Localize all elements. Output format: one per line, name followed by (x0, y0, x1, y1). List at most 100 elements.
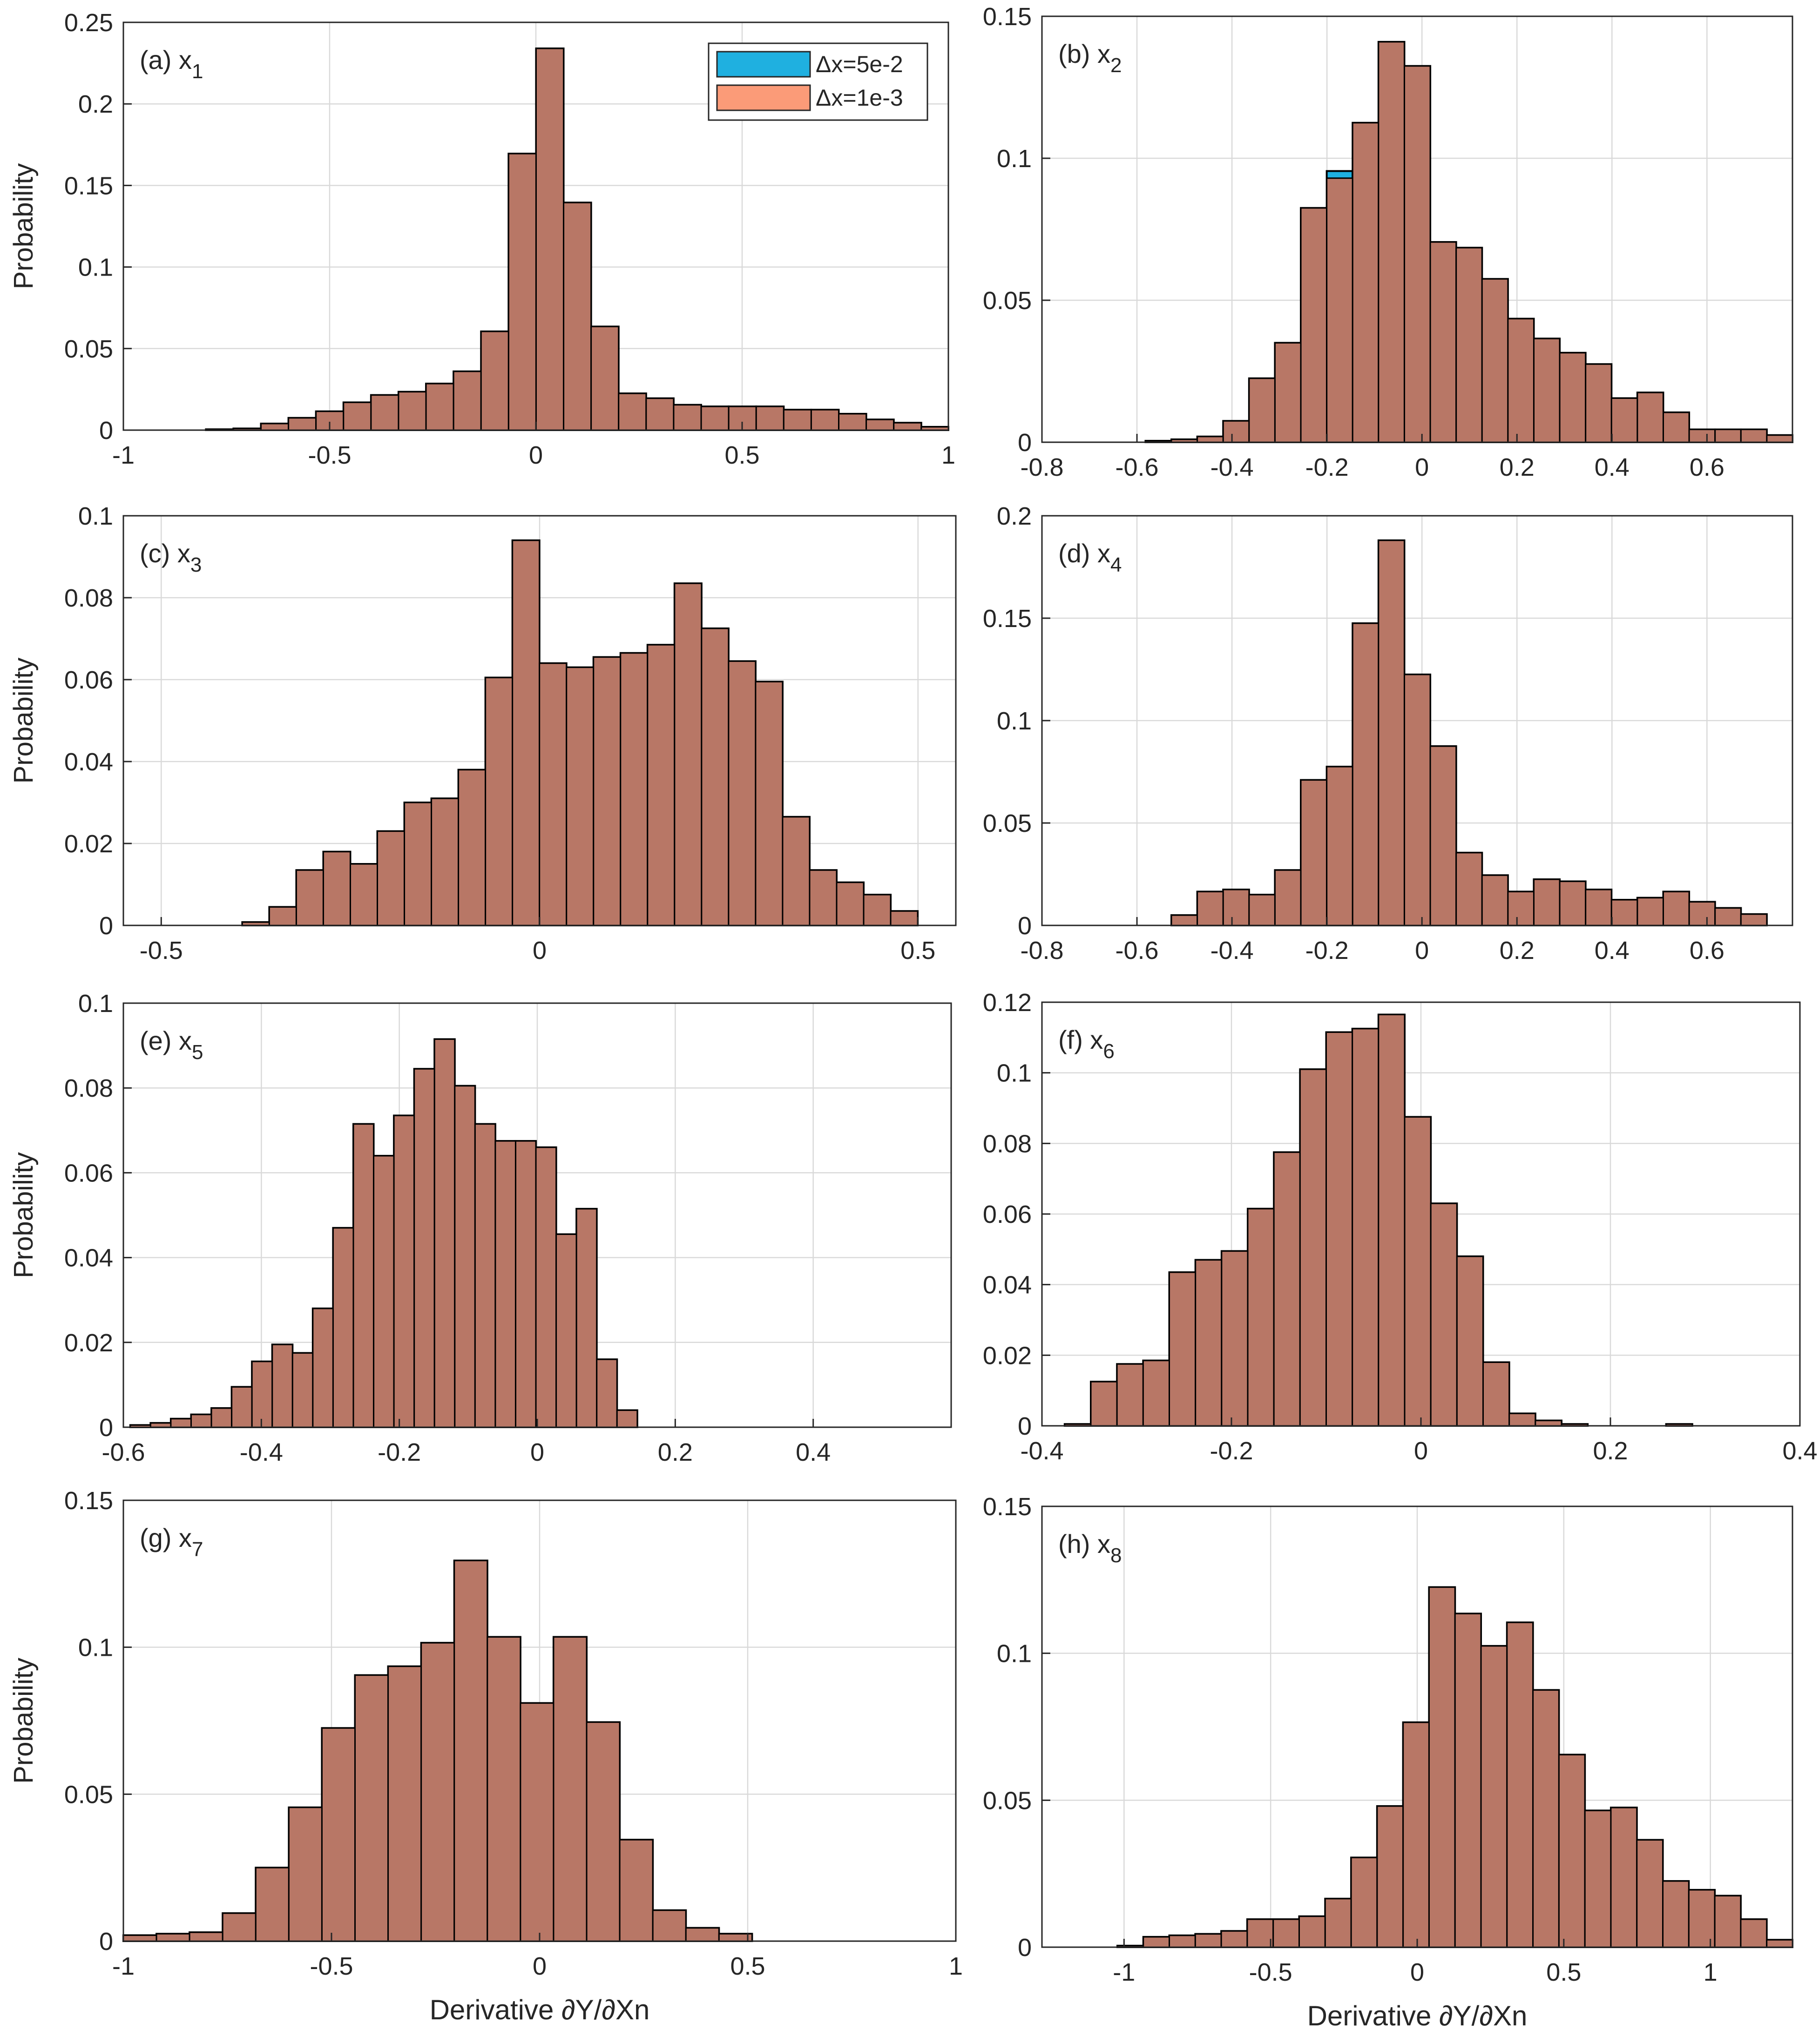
bar-series2 (563, 202, 592, 431)
bar-series2 (480, 331, 509, 431)
axes-box (1041, 15, 1793, 443)
bar-series2 (1324, 1898, 1352, 1948)
bar-series2 (398, 391, 427, 431)
y-tick-label: 0.15 (983, 3, 1032, 31)
bar-series2 (1662, 890, 1690, 926)
x-tick-label: -0.5 (310, 1952, 353, 1980)
bar-series2 (1559, 352, 1587, 443)
x-tick-label: 0.5 (730, 1952, 765, 1980)
bar-series2 (1169, 1271, 1197, 1427)
bar-series2 (1429, 241, 1457, 443)
x-tick-label: -0.2 (1210, 1437, 1253, 1465)
y-tick-label: 0.05 (64, 335, 113, 363)
bar-series2 (1508, 1412, 1536, 1427)
bar-series2 (1714, 429, 1742, 443)
bar-series2 (863, 894, 892, 926)
bar-series2 (425, 383, 454, 431)
y-tick-label: 0.02 (64, 830, 113, 858)
x-tick-label: 0 (1415, 453, 1429, 481)
bar-series2 (271, 1343, 293, 1428)
bar-series2 (1273, 1151, 1301, 1427)
x-tick-label: -0.6 (101, 1438, 145, 1466)
panel-label: (a) x1 (140, 45, 203, 83)
bar-series2 (1636, 897, 1664, 926)
panel-f: -0.4 -0.2 0 0.2 0.4 0 0.02 0.04 0.06 0.08 0.1 0.12 (… (983, 989, 1818, 1465)
bar-series2 (1535, 1420, 1562, 1427)
x-tick-label: 0 (1414, 1437, 1428, 1465)
bar-series2 (539, 662, 568, 926)
y-tick-label: 0.1 (78, 502, 113, 530)
bar-series2 (1558, 1754, 1586, 1948)
bar-series2 (652, 1909, 687, 1942)
y-tick-label: 0.1 (997, 1059, 1032, 1087)
bar-series2 (575, 1208, 598, 1428)
bar-series2 (520, 1702, 554, 1942)
y-tick-label: 0.1 (997, 145, 1032, 173)
x-tick-label: -1 (112, 441, 135, 469)
bar-series2 (1430, 1202, 1458, 1427)
bar-series2 (1378, 540, 1405, 926)
bar-series2 (352, 1123, 375, 1428)
legend: Δx=5e-2 Δx=1e-3 (708, 42, 928, 121)
bar-series2 (1766, 1939, 1793, 1948)
x-tick-label: 0.2 (1500, 937, 1535, 965)
bar-series2 (231, 1386, 253, 1428)
x-tick-label: 0.6 (1690, 453, 1724, 481)
y-tick-label: 0.06 (64, 666, 113, 694)
bar-series2 (555, 1233, 577, 1428)
bar-series2 (893, 422, 922, 431)
bar-series2 (1533, 337, 1561, 443)
y-tick-label: 0.15 (983, 605, 1032, 633)
bar-series2 (647, 644, 676, 926)
bar-series2 (453, 371, 482, 431)
x-tick-label: -0.4 (1210, 937, 1254, 965)
bar-series2 (1300, 779, 1328, 926)
bar-series2 (620, 652, 649, 926)
bar-series2 (1116, 1363, 1144, 1427)
bar-series2 (322, 851, 351, 926)
bar-series2 (890, 910, 919, 926)
bar-series2 (1169, 1935, 1196, 1948)
x-tick-label: 0.2 (1500, 453, 1535, 481)
bar-series2 (349, 863, 379, 926)
x-axis-label: Derivative ∂Y/∂Xn (1307, 2000, 1528, 2031)
bar-series2 (1559, 880, 1587, 926)
y-axis-label: Probability (8, 163, 39, 290)
y-tick-label: 0.15 (64, 172, 113, 200)
bar-series2 (1688, 1889, 1716, 1948)
x-tick-label: -0.4 (1210, 453, 1254, 481)
y-tick-label: 0.05 (64, 1781, 113, 1808)
bar-series2 (553, 1636, 588, 1942)
bar-series2 (838, 413, 867, 431)
y-tick-label: 0.25 (64, 9, 113, 37)
x-tick-label: 0 (529, 441, 543, 469)
y-tick-label: 0.2 (78, 90, 113, 118)
bar-series2 (1584, 1809, 1612, 1948)
bar-series2 (1402, 1721, 1430, 1948)
x-tick-label: 0.4 (1595, 453, 1630, 481)
y-tick-label: 0.02 (983, 1342, 1032, 1369)
bar-series2 (1350, 1856, 1378, 1948)
bar-series2 (1378, 41, 1405, 443)
x-tick-label: 0.6 (1690, 937, 1724, 965)
bar-series2 (755, 681, 784, 926)
bar-series2 (1300, 207, 1328, 443)
bar-series2 (1274, 869, 1302, 926)
bar-series2 (755, 405, 784, 431)
bar-series2 (377, 830, 406, 926)
x-tick-label: 0 (1415, 937, 1429, 965)
bar-series2 (1610, 1807, 1638, 1948)
bar-series2 (255, 1867, 290, 1942)
panel-d: -0.8 -0.6 -0.4 -0.2 0 0.2 0.4 0.6 0 0.05 0.1 0.15 0.… (983, 502, 1793, 965)
x-tick-label: 0.2 (658, 1438, 693, 1466)
bar-series2 (1220, 1930, 1248, 1948)
x-tick-label: 0 (533, 937, 547, 965)
y-axis-label: Probability (8, 658, 39, 784)
bar-series2 (1222, 420, 1250, 443)
bar-series2 (674, 582, 703, 926)
y-tick-label: 0.06 (64, 1159, 113, 1187)
bar-series2 (700, 405, 730, 431)
bar-series2 (1482, 1362, 1510, 1427)
x-tick-label: -0.5 (140, 937, 183, 965)
